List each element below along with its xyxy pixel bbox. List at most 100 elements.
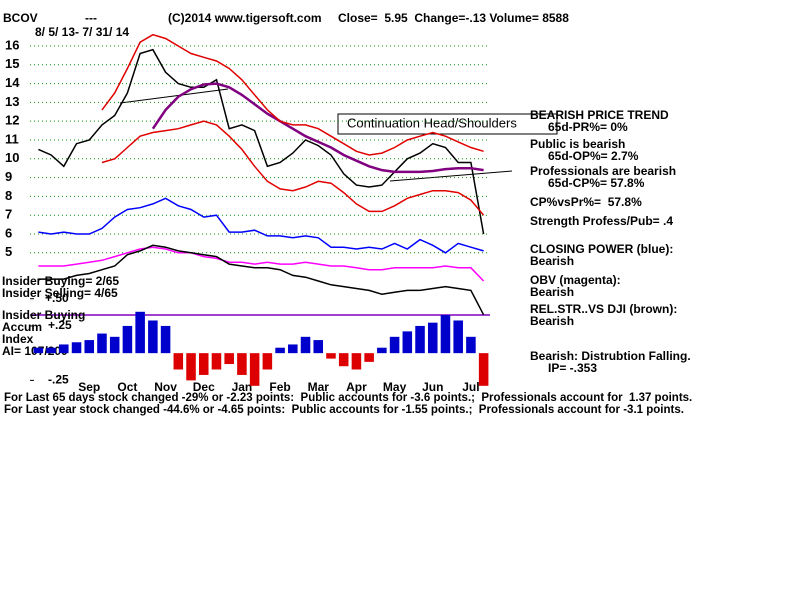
note: Bearish: Distrubtion Falling. [530, 349, 691, 363]
note: IP= -.353 [548, 361, 597, 375]
left-note: Index [2, 332, 34, 346]
bar [71, 342, 82, 354]
note: CLOSING POWER (blue): [530, 242, 673, 256]
x-tick-label: Feb [269, 380, 290, 394]
series-line [38, 246, 485, 282]
x-tick-label: Jul [462, 380, 479, 394]
bar [249, 353, 260, 386]
note: Bearish [530, 285, 574, 299]
bar [186, 353, 196, 381]
y-tick-label: 15 [5, 56, 19, 71]
x-tick-label: Sep [78, 380, 100, 394]
y-tick-label: 8 [5, 188, 12, 203]
x-tick-label: Dec [193, 380, 215, 394]
bar [313, 340, 324, 354]
note: CP%vsPr%= 57.8% [530, 195, 642, 209]
bar [351, 353, 362, 370]
bar [453, 320, 463, 354]
series-line [38, 197, 484, 254]
bar [148, 320, 158, 354]
bar [237, 353, 247, 375]
series-line [101, 33, 484, 156]
y-tick-label: 9 [5, 169, 12, 184]
y-tick-label: -.25 [48, 373, 69, 387]
bar [364, 353, 374, 362]
series-line [38, 48, 485, 235]
series-line [151, 82, 484, 174]
bar [288, 344, 298, 354]
bar [160, 325, 171, 354]
y-tick-label: 13 [5, 94, 19, 109]
note: 65d-CP%= 57.8% [548, 176, 645, 190]
y-tick-label: 5 [5, 244, 12, 259]
bar [440, 315, 451, 354]
note: OBV (magenta): [530, 273, 621, 287]
y-tick-label: +.25 [48, 318, 72, 332]
series-line [101, 120, 485, 216]
bar [402, 331, 413, 354]
bar [46, 347, 56, 354]
annotation-box [337, 113, 558, 135]
x-tick-label: Jan [232, 380, 253, 394]
footer-line: For Last 65 days stock changed -29% or -… [4, 392, 692, 404]
bar [389, 336, 400, 354]
note: 65d-OP%= 2.7% [548, 149, 639, 163]
bar [466, 336, 476, 354]
date-range: 8/ 5/ 13- 7/ 31/ 14 [35, 25, 129, 39]
bar [377, 347, 387, 354]
bar [415, 325, 425, 354]
note: BEARISH PRICE TREND [530, 108, 669, 122]
x-tick-label: Nov [154, 380, 177, 394]
bar [275, 347, 285, 354]
x-tick-label: Mar [308, 380, 330, 394]
source: (C)2014 www.tigersoft.com [168, 11, 322, 25]
y-tick-label: 14 [5, 75, 20, 90]
x-tick-label: Jun [422, 380, 443, 394]
series-line [38, 244, 485, 316]
bar [59, 344, 69, 354]
note: 65d-PR%= 0% [548, 120, 628, 134]
left-note: Insider Selling= 4/65 [2, 286, 118, 300]
bar [97, 333, 107, 354]
bar [109, 336, 120, 354]
left-note: Insider Buying [2, 308, 85, 322]
note: Bearish [530, 314, 574, 328]
y-tick-label: 11 [5, 131, 19, 146]
trendline [389, 170, 513, 182]
bar [338, 353, 349, 367]
bar [198, 353, 209, 375]
x-tick-label: Apr [346, 380, 367, 394]
bar [224, 353, 234, 365]
note: Professionals are bearish [530, 164, 676, 178]
bar [173, 353, 184, 370]
bar [211, 353, 222, 370]
note: Strength Profess/Pub= .4 [530, 214, 673, 228]
y-tick-label: 6 [5, 225, 12, 240]
bar [135, 311, 145, 354]
bar [326, 353, 336, 359]
note: REL.STR..VS DJI (brown): [530, 302, 677, 316]
y-tick-label: 16 [5, 37, 19, 52]
bar [300, 336, 311, 354]
note: Public is bearish [530, 137, 625, 151]
x-tick-label: May [383, 380, 407, 394]
bar [478, 353, 489, 386]
x-tick-label: Oct [117, 380, 137, 394]
dashes: --- [85, 11, 97, 25]
bar [33, 347, 44, 354]
left-note: Insider Buying= 2/65 [2, 274, 119, 288]
symbol: BCOV [3, 11, 38, 25]
trendline [119, 88, 229, 104]
y-tick-label: 10 [5, 150, 19, 165]
left-note: Accum [2, 320, 42, 334]
footer-line: For Last year stock changed -44.6% or -4… [4, 404, 684, 416]
y-tick-label: 12 [5, 113, 19, 128]
y-tick-label: +.50 [45, 291, 69, 305]
note: Bearish [530, 254, 574, 268]
bar [122, 325, 133, 354]
bar [427, 322, 438, 354]
quote: Close= 5.95 Change=-.13 Volume= 8588 [338, 11, 569, 25]
bar [262, 353, 273, 370]
